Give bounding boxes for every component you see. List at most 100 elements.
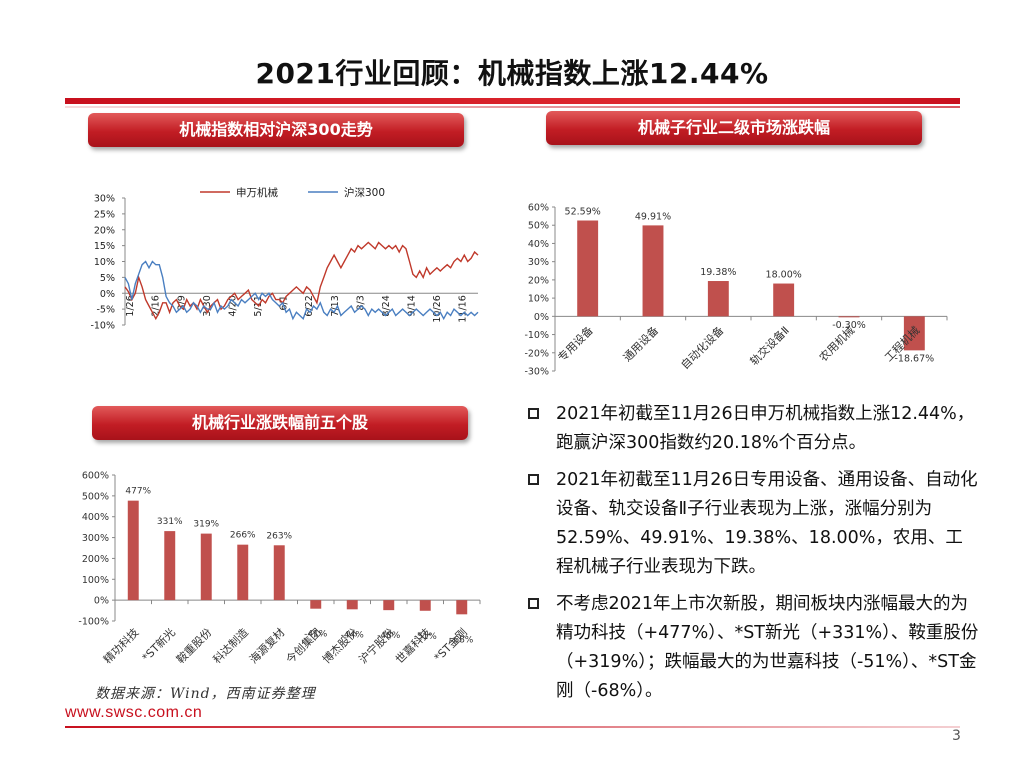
page-number: 3	[952, 728, 961, 744]
data-label: 266%	[230, 531, 256, 541]
y-tick-label: 60%	[528, 203, 549, 214]
website-link[interactable]: www.swsc.com.cn	[65, 704, 203, 721]
bar	[383, 600, 395, 611]
bar	[164, 531, 176, 601]
x-tick-label: 4/20	[227, 295, 238, 316]
y-tick-label: 500%	[82, 491, 109, 502]
y-tick-label: -10%	[524, 330, 549, 341]
bar	[903, 316, 925, 351]
y-tick-label: 300%	[82, 533, 109, 544]
category-label: 精功科技	[100, 625, 141, 666]
y-tick-label: 10%	[528, 294, 549, 305]
category-label: 通用设备	[620, 323, 661, 364]
y-tick-label: 20%	[528, 275, 549, 286]
y-tick-label: 200%	[82, 554, 109, 565]
x-tick-label: 1/26	[125, 295, 136, 316]
checkbox-bullet-icon	[528, 408, 539, 419]
bar	[237, 544, 249, 601]
bar	[346, 600, 358, 610]
y-tick-label: 0%	[94, 596, 109, 607]
data-label: 18.00%	[766, 270, 802, 281]
y-tick-label: 50%	[528, 221, 549, 232]
y-tick-label: -30%	[524, 367, 549, 378]
y-tick-label: -10%	[90, 321, 115, 332]
category-label: 自动化设备	[678, 323, 727, 372]
x-tick-label: 6/1	[279, 295, 290, 310]
section-header-sub-industry: 机械子行业二级市场涨跌幅	[546, 111, 922, 145]
top-stocks-bar-chart: 600% 500% 400% 300% 200% 100% 0% -100% 477% 精功科技 3…	[78, 471, 481, 666]
bar	[456, 600, 468, 615]
bar	[838, 316, 860, 318]
y-tick-label: 0%	[100, 289, 115, 300]
footer-divider	[65, 726, 960, 728]
y-tick-label: 40%	[528, 239, 549, 250]
category-label: 科达制造	[210, 625, 251, 666]
category-label: *ST新光	[139, 625, 178, 664]
checkbox-bullet-icon	[528, 474, 539, 485]
x-tick-label: 2/16	[151, 295, 162, 316]
data-label: -0.30%	[832, 320, 866, 331]
y-tick-label: 5%	[100, 273, 115, 284]
data-label: -18.67%	[895, 353, 935, 364]
data-label: 52.59%	[565, 207, 601, 218]
index-trend-line-chart: 30% 25% 20% 15% 10% 5% 0% -5% -10% 1/26 2/16 3/9 3/3…	[90, 186, 479, 332]
bar	[127, 500, 139, 601]
category-label: 专用设备	[555, 323, 596, 364]
section-header-trend: 机械指数相对沪深300走势	[88, 113, 464, 147]
category-label: 鞍重股份	[173, 625, 214, 666]
bar	[419, 600, 431, 611]
checkbox-bullet-icon	[528, 598, 539, 609]
bullet-item: 2021年初截至11月26日专用设备、通用设备、自动化设备、轨交设备Ⅱ子行业表现…	[520, 466, 980, 582]
bar	[577, 220, 599, 317]
y-tick-label: 400%	[82, 512, 109, 523]
title-underline	[65, 98, 960, 104]
sub-industry-bar-chart: 60% 50% 40% 30% 20% 10% 0% -10% -20% -30% 52.59% 专用…	[524, 203, 948, 378]
category-label: 轨交设备Ⅱ	[747, 323, 792, 368]
y-tick-label: 10%	[94, 257, 115, 268]
data-label: -51%	[414, 632, 438, 642]
x-tick-label: 9/14	[406, 295, 417, 316]
summary-bullets: 2021年初截至11月26日申万机械指数上涨12.44%，跑赢沪深300指数约2…	[520, 400, 980, 714]
data-label: -48%	[377, 631, 401, 641]
y-tick-label: 0%	[534, 312, 549, 323]
data-label: 319%	[193, 520, 219, 530]
x-tick-label: 8/24	[381, 295, 392, 316]
bar	[200, 533, 212, 601]
data-label: 19.38%	[700, 267, 736, 278]
legend-label: 申万机械	[236, 186, 278, 199]
data-label: 263%	[266, 531, 292, 541]
x-tick-label: 3/9	[176, 295, 187, 310]
bar	[273, 545, 285, 601]
y-tick-label: 25%	[94, 209, 115, 220]
x-tick-label: 6/22	[304, 295, 315, 316]
bar	[707, 281, 729, 317]
bar	[642, 225, 664, 317]
title-underline-thin	[65, 106, 960, 108]
bar	[310, 600, 322, 609]
x-tick-label: 3/30	[202, 295, 213, 316]
y-tick-label: 30%	[94, 194, 115, 205]
y-tick-label: -5%	[97, 305, 116, 316]
y-tick-label: -100%	[78, 617, 109, 628]
data-label: 331%	[157, 517, 183, 527]
x-tick-label: 10/26	[432, 295, 443, 322]
data-label: -41%	[304, 630, 328, 640]
section-header-top-stocks: 机械行业涨跌幅前五个股	[92, 406, 468, 440]
y-tick-label: 20%	[94, 225, 115, 236]
category-label: 海源复材	[246, 625, 287, 666]
data-source-note: 数据来源：Wind，西南证券整理	[95, 686, 316, 702]
y-tick-label: -20%	[524, 348, 549, 359]
series-line-hs300	[124, 260, 479, 321]
bullet-item: 2021年初截至11月26日申万机械指数上涨12.44%，跑赢沪深300指数约2…	[520, 400, 980, 458]
data-label: -68%	[450, 635, 474, 645]
y-tick-label: 600%	[82, 471, 109, 482]
y-tick-label: 15%	[94, 241, 115, 252]
legend-label: 沪深300	[344, 186, 385, 199]
data-label: -44%	[341, 630, 365, 640]
data-label: 477%	[125, 487, 151, 497]
x-tick-label: 11/16	[458, 295, 469, 322]
data-label: 49.91%	[635, 211, 671, 222]
x-tick-label: 7/13	[330, 295, 341, 316]
bar	[773, 283, 795, 317]
x-tick-label: 8/3	[355, 295, 366, 310]
